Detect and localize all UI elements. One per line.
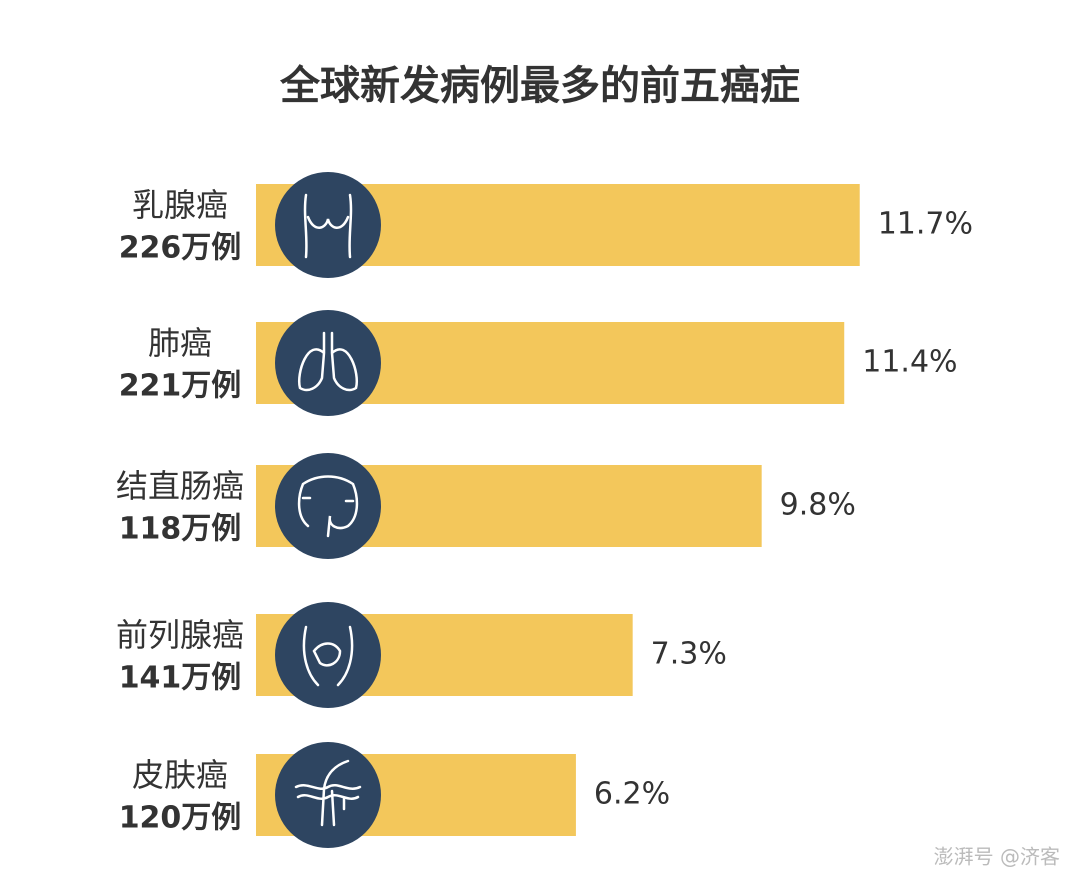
chart-title: 全球新发病例最多的前五癌症 (279, 63, 800, 109)
icon (297, 475, 359, 538)
category-label: 皮肤癌 (132, 756, 228, 794)
icon (302, 625, 354, 687)
icon-path (303, 193, 353, 259)
icon-circle (275, 453, 381, 559)
category-label: 乳腺癌 (132, 186, 228, 224)
watermark: 澎湃号 @济客 (934, 845, 1060, 869)
icon (303, 193, 353, 259)
case-count-label: 141万例 (119, 661, 242, 696)
value-label: 11.4% (862, 345, 957, 380)
value-label: 6.2% (594, 777, 670, 812)
icon-circle (275, 172, 381, 278)
value-label: 7.3% (651, 637, 727, 672)
case-count-label: 221万例 (119, 369, 242, 404)
category-label: 肺癌 (148, 324, 212, 362)
case-count-label: 118万例 (119, 512, 242, 547)
value-label: 9.8% (780, 488, 856, 523)
value-label: 11.7% (878, 207, 973, 242)
icon (294, 759, 362, 827)
icon (297, 331, 359, 392)
case-count-label: 120万例 (119, 801, 242, 836)
icon-path (294, 759, 362, 827)
icon-circle (275, 310, 381, 416)
category-label: 结直肠癌 (116, 467, 244, 505)
case-count-label: 226万例 (119, 231, 242, 266)
icon-path (297, 331, 359, 392)
icon-path (297, 475, 359, 538)
icon-circle (275, 602, 381, 708)
icon-path (302, 625, 354, 687)
icon-circle (275, 742, 381, 848)
category-label: 前列腺癌 (116, 616, 244, 654)
